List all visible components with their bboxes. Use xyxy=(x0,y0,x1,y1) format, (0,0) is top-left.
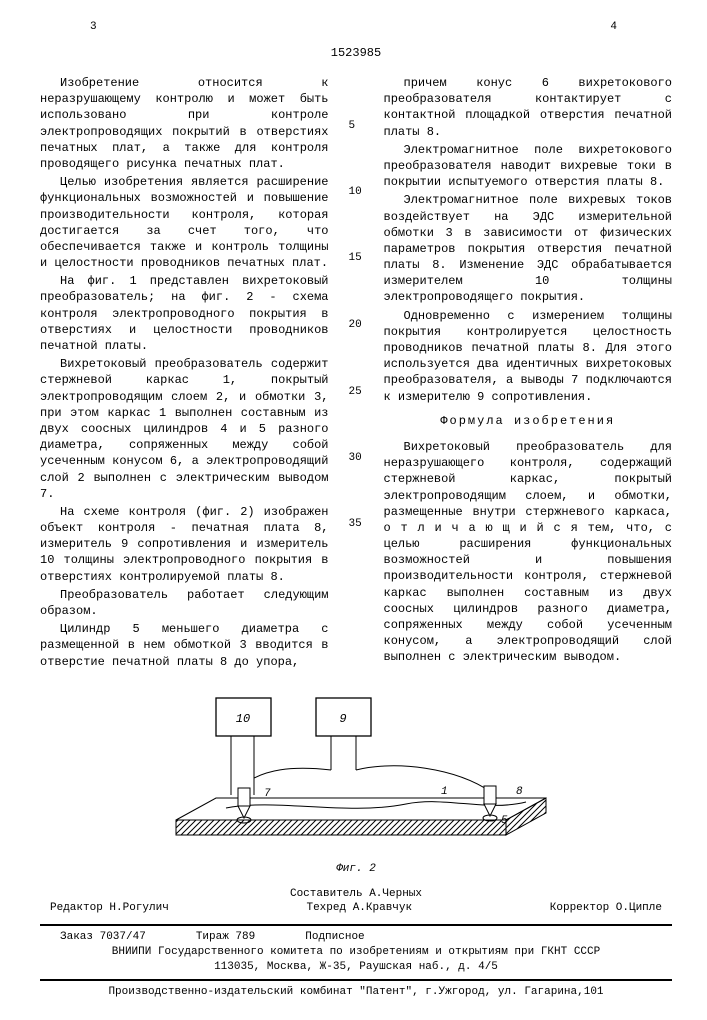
tirazh: Тираж 789 xyxy=(196,930,255,945)
left-column: Изобретение относится к неразрушающему к… xyxy=(40,75,329,672)
para: причем конус 6 вихретокового преобразова… xyxy=(384,75,673,140)
para: Электромагнитное поле вихретокового прео… xyxy=(384,142,673,191)
para: Одновременно с измерением толщины покрыт… xyxy=(384,308,673,405)
para: Вихретоковый преобразователь содержит ст… xyxy=(40,356,329,502)
subscription: Подписное xyxy=(305,930,364,945)
svg-text:5: 5 xyxy=(501,815,508,827)
imprint-block: Составитель А.Черных Редактор Н.Рогулич … xyxy=(40,887,672,1000)
divider xyxy=(40,924,672,926)
composer: Составитель А.Черных xyxy=(40,887,672,902)
editor: Редактор Н.Рогулич xyxy=(50,901,169,916)
formula-title: Формула изобретения xyxy=(384,413,673,429)
svg-text:1: 1 xyxy=(441,786,448,798)
diagram-svg: 10 9 xyxy=(146,690,566,860)
corrector: Корректор О.Ципле xyxy=(550,901,662,916)
org: ВНИИПИ Государственного комитета по изоб… xyxy=(40,945,672,960)
line-num: 25 xyxy=(349,385,362,400)
para: Целью изобретения является расширение фу… xyxy=(40,174,329,271)
para: Преобразователь работает следующим образ… xyxy=(40,587,329,619)
org-addr: 113035, Москва, Ж-35, Раушская наб., д. … xyxy=(40,960,672,975)
page-num-left: 3 xyxy=(40,20,97,35)
publisher: Производственно-издательский комбинат "П… xyxy=(40,985,672,1000)
two-column-body: Изобретение относится к неразрушающему к… xyxy=(40,75,672,672)
line-numbers: 5 10 15 20 25 30 35 xyxy=(349,75,364,672)
figure-2: 10 9 xyxy=(40,690,672,877)
line-num: 15 xyxy=(349,251,362,266)
para: На схеме контроля (фиг. 2) изображен объ… xyxy=(40,504,329,585)
svg-text:8: 8 xyxy=(516,786,523,798)
box-10-label: 10 xyxy=(236,712,250,726)
line-num: 5 xyxy=(349,119,356,134)
tech: Техред А.Кравчук xyxy=(306,901,412,916)
probe-right xyxy=(483,786,497,821)
page-num-right: 4 xyxy=(610,20,672,35)
line-num: 35 xyxy=(349,517,362,532)
para: Цилиндр 5 меньшего диаметра с размещенно… xyxy=(40,621,329,670)
patent-page: 3 4 1523985 Изобретение относится к нера… xyxy=(0,0,707,1020)
patent-number: 1523985 xyxy=(40,45,672,61)
line-num: 20 xyxy=(349,318,362,333)
para: Вихретоковый преобразователь для неразру… xyxy=(384,439,673,666)
line-num: 30 xyxy=(349,451,362,466)
box-9-label: 9 xyxy=(339,712,346,726)
line-num: 10 xyxy=(349,185,362,200)
figure-caption: Фиг. 2 xyxy=(40,862,672,877)
para: Изобретение относится к неразрушающему к… xyxy=(40,75,329,172)
para: Электромагнитное поле вихревых токов воз… xyxy=(384,192,673,305)
page-header: 3 4 xyxy=(40,20,672,35)
para: На фиг. 1 представлен вихретоковый преоб… xyxy=(40,273,329,354)
order-num: Заказ 7037/47 xyxy=(60,930,146,945)
divider xyxy=(40,979,672,981)
probe-left xyxy=(237,788,251,823)
right-column: причем конус 6 вихретокового преобразова… xyxy=(384,75,673,672)
svg-text:7: 7 xyxy=(264,788,271,800)
